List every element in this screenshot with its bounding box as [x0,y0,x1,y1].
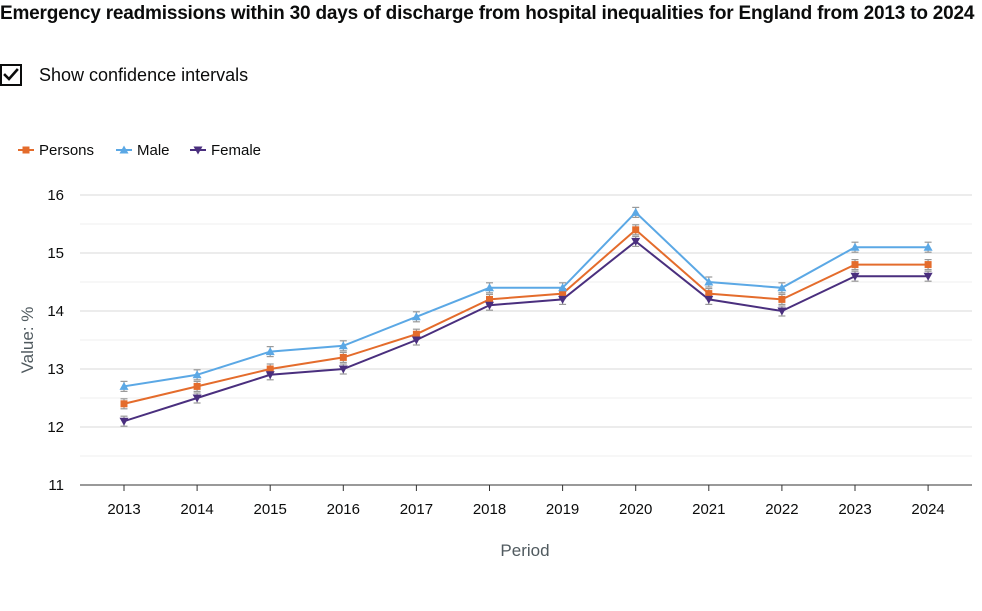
y-tick-label: 16 [47,187,64,204]
legend-item-female[interactable]: Female [190,142,261,159]
series-line-female [123,240,929,423]
data-point-square [559,290,567,298]
x-tick-label: 2019 [546,501,579,518]
data-point-triangle-up [119,381,129,390]
data-point-triangle-down [265,371,275,380]
x-tick-label: 2013 [107,501,140,518]
data-point-triangle-up [338,341,348,350]
data-point-square [120,400,128,408]
x-tick-label: 2024 [911,501,944,518]
x-tick-label: 2015 [254,501,287,518]
data-point-triangle-down [338,365,348,374]
legend-item-male[interactable]: Male [116,142,170,159]
x-tick-label: 2018 [473,501,506,518]
data-point-square [486,295,493,303]
y-axis-title: Value: % [18,307,37,374]
legend: Persons Male Female [18,142,261,159]
x-tick-label: 2017 [400,501,433,518]
chart-title: Emergency readmissions within 30 days of… [0,3,975,24]
data-point-square [412,330,420,338]
error-bars [120,206,932,427]
data-point-triangle-up [411,312,421,321]
data-point-triangle-down [923,272,933,281]
data-point-triangle-up [119,145,129,154]
data-point-triangle-down [193,146,203,155]
data-point-square [193,382,201,390]
x-tick-label: 2022 [765,501,798,518]
data-point-triangle-up [923,242,933,251]
series-line-male [123,210,929,388]
data-point-square [924,261,932,269]
ci-label: Show confidence intervals [39,64,249,85]
data-point-square [266,365,274,373]
data-point-triangle-down [777,307,787,316]
data-point-triangle-down [192,394,202,403]
data-point-triangle-up [265,347,275,356]
x-tick-label: 2021 [692,501,725,518]
x-tick-label: 2016 [327,501,360,518]
legend-label: Male [137,142,170,159]
data-point-square [851,261,859,269]
data-point-triangle-down [631,237,641,246]
legend-item-persons[interactable]: Persons [18,142,94,159]
data-point-triangle-up [485,283,494,292]
y-tick-label: 11 [48,477,64,494]
data-point-triangle-up [850,242,860,251]
ci-checkbox[interactable] [0,64,22,86]
series-line-persons [123,228,929,405]
data-point-triangle-up [631,207,641,216]
x-axis-title: Period [500,541,549,560]
legend-label: Female [211,142,261,159]
y-tick-label: 14 [47,303,64,320]
data-point-triangle-down [704,295,714,304]
data-point-triangle-up [558,283,568,292]
data-point-triangle-down [119,417,129,426]
gridlines [80,194,972,457]
data-point-triangle-up [704,277,714,286]
y-tick-label: 13 [47,361,64,378]
data-point-triangle-down [850,272,860,281]
data-point-triangle-down [558,295,568,304]
data-point-square [705,290,713,298]
series-lines [123,210,929,423]
data-point-square [778,295,786,303]
checkmark-icon [3,68,19,81]
x-tick-label: 2023 [838,501,871,518]
x-tick-label: 2014 [180,501,213,518]
data-point-triangle-down [485,301,494,310]
x-tick-label: 2020 [619,501,652,518]
y-tick-label: 12 [47,419,64,436]
y-tick-label: 15 [47,245,64,262]
data-point-triangle-up [192,370,202,379]
series-markers [119,207,933,426]
data-point-square [632,226,640,234]
data-point-triangle-down [411,336,421,345]
legend-label: Persons [39,142,94,159]
axes: 11 12 13 14 15 16 2013 2014 2015 2016 2017 2018 2019… [47,187,972,518]
confidence-interval-toggle[interactable]: Show confidence intervals [0,64,248,86]
data-point-square [339,353,347,361]
data-point-triangle-up [777,283,787,292]
data-point-square [22,146,30,154]
